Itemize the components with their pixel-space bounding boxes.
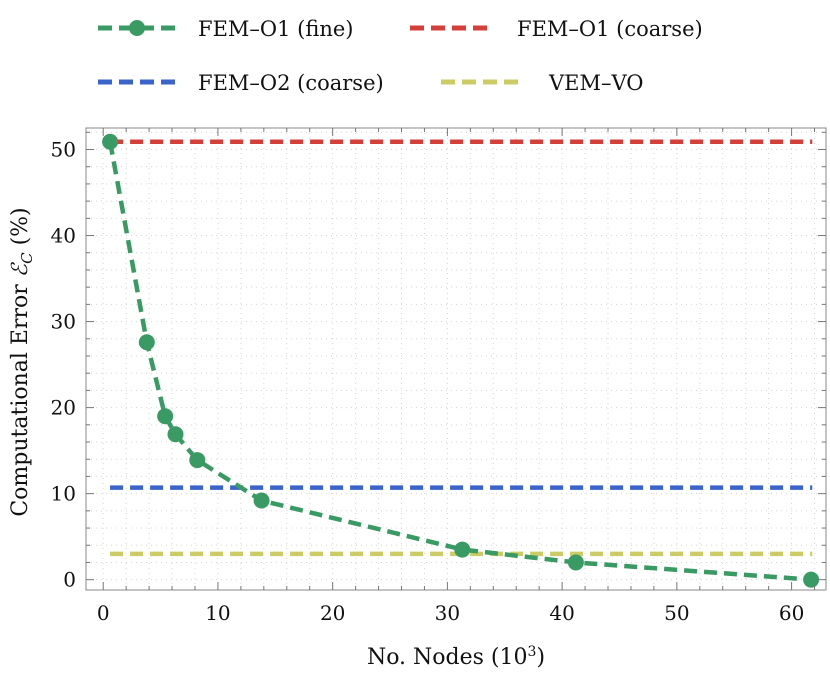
- data-point: [454, 541, 471, 558]
- x-tick-label: 40: [549, 601, 574, 625]
- x-tick-label: 10: [205, 601, 230, 625]
- legend-marker: [129, 20, 145, 36]
- legend: FEM–O1 (fine) FEM–O1 (coarse) FEM–O2 (co…: [98, 17, 703, 95]
- x-tick-label: 30: [435, 601, 460, 625]
- x-tick-labels: 0 10 20 30 40 50 60: [97, 601, 804, 625]
- series-layer: [102, 133, 820, 588]
- data-point: [138, 334, 155, 351]
- x-tick-label: 0: [97, 601, 110, 625]
- legend-item-fem-o1-fine: FEM–O1 (fine): [98, 17, 354, 41]
- y-tick-label: 40: [51, 224, 76, 248]
- y-tick-label: 0: [63, 568, 76, 592]
- y-tick-label: 10: [51, 482, 76, 506]
- data-point: [567, 554, 584, 571]
- axis-ticks: [86, 128, 826, 590]
- x-axis-title: No. Nodes (103): [367, 644, 545, 670]
- x-tick-label: 60: [779, 601, 804, 625]
- data-point: [102, 133, 119, 150]
- data-point: [189, 452, 206, 469]
- y-tick-label: 30: [51, 310, 76, 334]
- legend-label: FEM–O1 (fine): [198, 17, 354, 41]
- y-tick-labels: 0 10 20 30 40 50: [51, 138, 76, 592]
- legend-label: FEM–O1 (coarse): [517, 17, 703, 41]
- data-point: [253, 492, 270, 509]
- legend-item-fem-o2-coarse: FEM–O2 (coarse): [98, 71, 384, 95]
- y-tick-label: 50: [51, 138, 76, 162]
- data-point: [803, 571, 820, 588]
- y-tick-label: 20: [51, 396, 76, 420]
- data-point: [157, 408, 174, 425]
- x-tick-label: 20: [320, 601, 345, 625]
- y-axis-title: Computational Error ℰC (%): [8, 207, 36, 516]
- data-point: [167, 426, 184, 443]
- legend-label: VEM–VO: [548, 71, 644, 95]
- legend-label: FEM–O2 (coarse): [198, 71, 384, 95]
- legend-item-vem-vo: VEM–VO: [441, 71, 644, 95]
- legend-item-fem-o1-coarse: FEM–O1 (coarse): [410, 17, 703, 41]
- series-line-0: [107, 141, 812, 582]
- plot-frame: [85, 127, 827, 591]
- x-tick-label: 50: [664, 601, 689, 625]
- gridlines: [86, 128, 826, 590]
